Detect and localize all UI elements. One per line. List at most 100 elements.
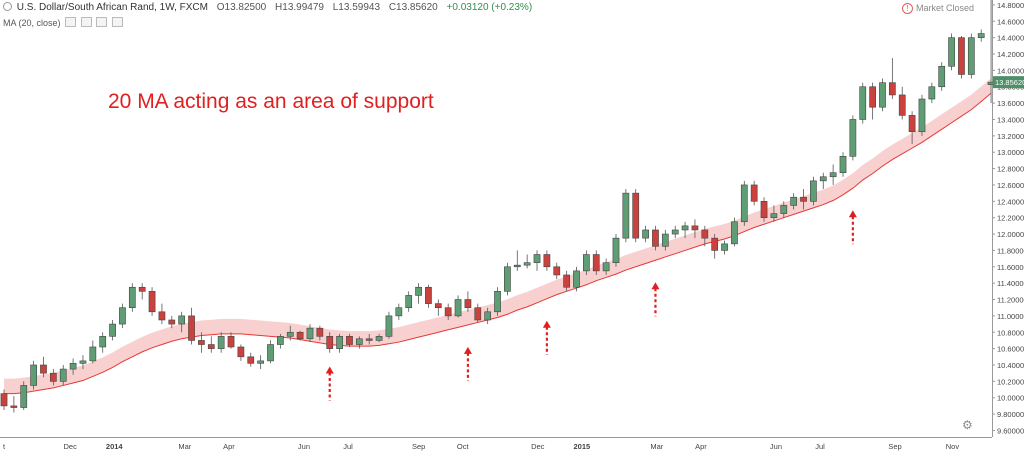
candle-body [711, 237, 719, 251]
price-tick-label: 11.20000 [997, 296, 1024, 305]
candle-body [829, 172, 837, 178]
support-arrow-head [463, 346, 472, 354]
candle-body [385, 315, 393, 337]
candle-body [583, 254, 590, 272]
time-tick-label: Apr [223, 442, 235, 451]
time-tick-label: Apr [695, 442, 707, 451]
candle-body [20, 385, 28, 408]
candle-body [0, 393, 8, 407]
chart-header: U.S. Dollar/South African Rand, 1W, FXCM… [3, 2, 538, 13]
candle-body [740, 184, 748, 223]
time-tick-label: Jul [815, 442, 825, 451]
high-value: H13.99479 [275, 2, 324, 13]
ma-support-band [4, 78, 992, 394]
candle-body [148, 291, 156, 313]
candle-body [119, 307, 126, 325]
candle-body [346, 336, 353, 345]
candle-body [652, 229, 659, 247]
candle-body [158, 311, 166, 321]
candle-body [434, 303, 442, 309]
candle-body [69, 363, 77, 370]
support-arrow-head [325, 366, 334, 374]
change-value: +0.03120 (+0.23%) [446, 2, 533, 13]
open-value: O13.82500 [216, 2, 267, 13]
candle-body [681, 225, 689, 231]
candle-body [750, 184, 758, 202]
symbol-status-dot [3, 2, 12, 11]
candle-body [227, 336, 235, 348]
ohlc-values: O13.82500 H13.99479 L13.59943 C13.85620 … [217, 2, 538, 13]
indicator-more-icon[interactable] [111, 17, 123, 27]
candle-body [731, 221, 738, 245]
candle-body [622, 192, 630, 239]
time-tick-label: Sep [888, 442, 901, 451]
candle-body [59, 368, 67, 382]
price-tick-label: 14.00000 [997, 66, 1024, 75]
candle-body [543, 254, 551, 268]
price-tick-label: 12.40000 [997, 197, 1024, 206]
market-closed-icon: ! [901, 3, 913, 14]
candle-body [563, 274, 570, 288]
indicator-settings-icon[interactable] [80, 17, 92, 27]
indicator-label: MA (20, close) [3, 18, 61, 28]
candle-body [770, 213, 778, 218]
candle-body [898, 94, 906, 116]
candle-body [30, 364, 37, 386]
candle-body [444, 307, 452, 317]
candle-body [484, 311, 492, 321]
indicator-visibility-icon[interactable] [65, 17, 77, 27]
candle-body [296, 331, 304, 340]
candle-body [326, 336, 334, 349]
candle-body [918, 98, 926, 133]
market-status-label: Market Closed [915, 3, 974, 13]
price-tick-label: 12.20000 [997, 214, 1024, 223]
candle-body [267, 344, 274, 362]
time-tick-label: 2014 [106, 442, 124, 451]
price-tick-label: 13.20000 [997, 132, 1024, 141]
candle-body [967, 37, 975, 75]
candle-body [504, 266, 511, 292]
candle-body [257, 360, 264, 364]
price-tick-label: 12.60000 [997, 181, 1024, 190]
candle-body [168, 319, 176, 325]
candle-body [908, 115, 916, 133]
candle-body [592, 254, 600, 272]
price-tick-label: 10.20000 [997, 377, 1024, 386]
price-tick-label: 9.80000 [997, 410, 1024, 419]
price-tick-label: 10.40000 [997, 361, 1024, 370]
candle-body [800, 196, 807, 202]
candle-body [178, 315, 186, 325]
candle-body [425, 286, 432, 304]
time-tick-label: Nov [946, 442, 960, 451]
support-annotation: 20 MA acting as an area of support [108, 90, 434, 113]
indicator-remove-icon[interactable] [96, 17, 108, 27]
candle-body [958, 37, 965, 75]
support-arrow-head [542, 320, 551, 328]
candle-body [928, 86, 936, 100]
price-tick-label: 12.00000 [997, 230, 1024, 239]
candle-body [49, 372, 57, 382]
candle-body [138, 286, 146, 292]
candle-body [888, 82, 896, 96]
candle-body [188, 315, 195, 341]
candle-body [839, 156, 847, 173]
candle-body [869, 86, 876, 108]
market-status: ! Market Closed [901, 3, 974, 14]
candle-body [849, 119, 857, 157]
candle-body [336, 336, 343, 349]
time-tick-label: Jun [298, 442, 310, 451]
price-tick-label: 13.00000 [997, 148, 1024, 157]
candle-body [306, 327, 314, 340]
indicator-legend[interactable]: MA (20, close) [3, 17, 123, 28]
price-tick-label: 13.60000 [997, 99, 1024, 108]
candle-body [217, 336, 225, 349]
candle-body [128, 286, 136, 309]
candle-body [859, 86, 867, 120]
candle-body [99, 336, 107, 348]
settings-gear-icon[interactable]: ⚙ [962, 418, 973, 432]
candle-body [375, 336, 383, 341]
candle-body [405, 295, 413, 309]
price-tick-label: 13.40000 [997, 115, 1024, 124]
price-tick-label: 10.80000 [997, 328, 1024, 337]
